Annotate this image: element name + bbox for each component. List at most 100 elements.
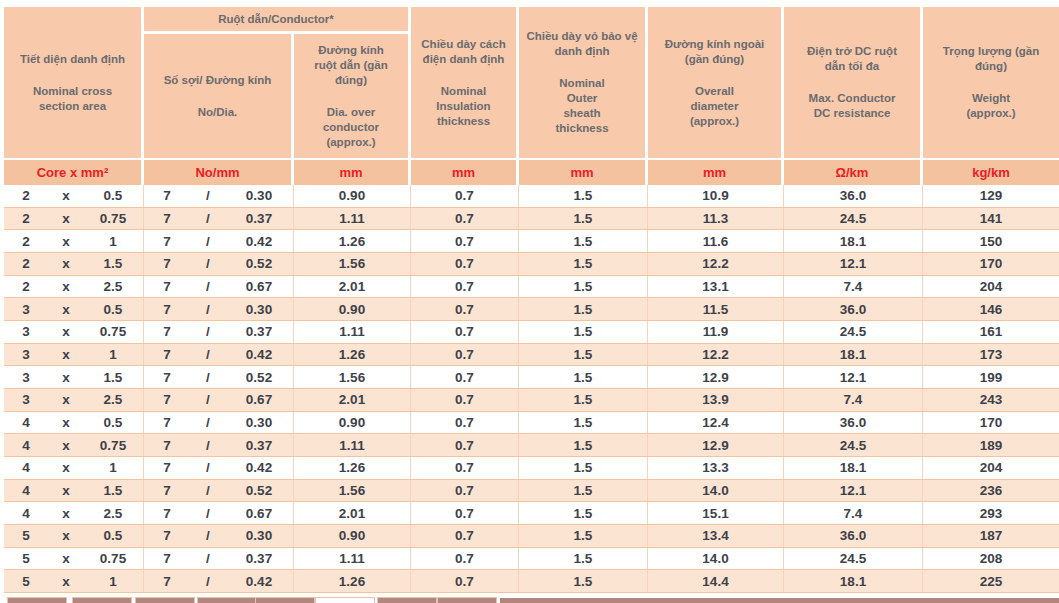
cell: 2.01 bbox=[294, 502, 411, 524]
cell-part: 2.5 bbox=[84, 506, 142, 521]
cell-part: 0.5 bbox=[84, 302, 142, 317]
cell-part: 4 bbox=[4, 483, 48, 498]
cell-part: 5 bbox=[4, 551, 48, 566]
cell: 4x0.75 bbox=[4, 434, 144, 456]
header-insulation-thickness: Chiều dày cách điện danh định Nominal In… bbox=[411, 7, 516, 158]
cell-part: 0.75 bbox=[84, 324, 142, 339]
cell-part: 7 bbox=[144, 460, 190, 475]
cell: 7.4 bbox=[784, 276, 923, 298]
cell: 1.56 bbox=[294, 480, 411, 502]
cell-part: 0.37 bbox=[226, 551, 292, 566]
cell-part: 0.37 bbox=[226, 211, 292, 226]
cell-part: 3 bbox=[4, 392, 48, 407]
cutoff-cell bbox=[7, 597, 67, 603]
cell: 12.1 bbox=[784, 480, 923, 502]
cell: 5x0.5 bbox=[4, 525, 144, 547]
cell-part: 2 bbox=[4, 234, 48, 249]
cell-part: 0.75 bbox=[84, 551, 142, 566]
cutoff-cell bbox=[197, 597, 257, 603]
cell-part: x bbox=[48, 460, 84, 475]
header-en-label: No/Dia. bbox=[198, 105, 238, 120]
cell: 1.5 bbox=[519, 502, 648, 524]
cell: 3x0.5 bbox=[4, 298, 144, 320]
cell-part: 7 bbox=[144, 574, 190, 589]
table-row: 3x2.57/0.672.010.71.513.97.4243 bbox=[4, 389, 1059, 412]
cell: 4x2.5 bbox=[4, 502, 144, 524]
cell-part: / bbox=[190, 438, 226, 453]
header-en-label: Max. Conductor DC resistance bbox=[805, 91, 899, 121]
cell: 2x1 bbox=[4, 230, 144, 252]
cell-part: 0.30 bbox=[226, 528, 292, 543]
cell-part: 1.5 bbox=[84, 370, 142, 385]
cell: 208 bbox=[923, 548, 1059, 570]
cell-part: 5 bbox=[4, 574, 48, 589]
unit-mm: mm bbox=[294, 160, 408, 185]
unit-mm: mm bbox=[519, 160, 645, 185]
cell: 1.5 bbox=[519, 276, 648, 298]
cell-part: / bbox=[190, 188, 226, 203]
table-row: 3x17/0.421.260.71.512.218.1173 bbox=[4, 344, 1059, 367]
cell: 7/0.30 bbox=[144, 412, 294, 434]
cell-part: 0.5 bbox=[84, 415, 142, 430]
table-row: 3x1.57/0.521.560.71.512.912.1199 bbox=[4, 366, 1059, 389]
cell: 7/0.42 bbox=[144, 570, 294, 592]
cutoff-cell bbox=[377, 597, 437, 603]
cell-part: / bbox=[190, 370, 226, 385]
cell-part: 7 bbox=[144, 415, 190, 430]
table-row: 4x2.57/0.672.010.71.515.17.4293 bbox=[4, 502, 1059, 525]
table-row: 5x17/0.421.260.71.514.418.1225 bbox=[4, 570, 1059, 593]
cell: 7/0.30 bbox=[144, 298, 294, 320]
cell-part: 0.42 bbox=[226, 460, 292, 475]
cell: 0.7 bbox=[411, 298, 519, 320]
cell-part: 1.5 bbox=[84, 483, 142, 498]
header-overall-diameter: Đường kính ngoài (gần đúng) Overall diam… bbox=[648, 7, 781, 158]
cell: 1.5 bbox=[519, 457, 648, 479]
header-vi-label: Trọng lượng (gần đúng) bbox=[933, 44, 1049, 74]
cell: 0.7 bbox=[411, 230, 519, 252]
header-vi-label: Tiết diện danh định bbox=[20, 52, 125, 67]
cell: 2.01 bbox=[294, 389, 411, 411]
cell: 0.7 bbox=[411, 548, 519, 570]
cable-spec-table-page: Tiết diện danh định Nominal cross sectio… bbox=[0, 0, 1059, 603]
cell: 0.7 bbox=[411, 434, 519, 456]
unit-ohm-km: Ω/km bbox=[784, 160, 920, 185]
units-row: Core x mm² No/mm mm mm mm mm Ω/km kg/km bbox=[4, 160, 1059, 185]
header-conductor-group: Ruột dẫn/Conductor* Số sợi/ Đường kính N… bbox=[144, 7, 408, 158]
cell: 24.5 bbox=[784, 321, 923, 343]
table-body: 2x0.57/0.300.900.71.510.936.01292x0.757/… bbox=[4, 185, 1059, 593]
cell: 14.4 bbox=[648, 570, 784, 592]
cell-part: x bbox=[48, 188, 84, 203]
cell: 243 bbox=[923, 389, 1059, 411]
cell-part: 3 bbox=[4, 302, 48, 317]
cell-part: 0.30 bbox=[226, 302, 292, 317]
cell-part: 4 bbox=[4, 438, 48, 453]
cell: 7/0.52 bbox=[144, 253, 294, 275]
cell: 1.26 bbox=[294, 230, 411, 252]
cell: 12.1 bbox=[784, 366, 923, 388]
cell: 1.11 bbox=[294, 548, 411, 570]
cell: 24.5 bbox=[784, 434, 923, 456]
cell: 1.5 bbox=[519, 548, 648, 570]
cell: 4x1.5 bbox=[4, 480, 144, 502]
cell: 3x2.5 bbox=[4, 389, 144, 411]
header-en-label: Nominal Outer sheath thickness bbox=[547, 76, 617, 136]
cell-part: 2 bbox=[4, 188, 48, 203]
cell-part: 0.42 bbox=[226, 574, 292, 589]
cell: 3x1.5 bbox=[4, 366, 144, 388]
cell: 0.90 bbox=[294, 525, 411, 547]
cell-part: / bbox=[190, 234, 226, 249]
header-dia-over-conductor: Đường kính ruột dẫn (gần đúng) Dia. over… bbox=[294, 34, 408, 158]
cell-part: x bbox=[48, 256, 84, 271]
cell: 1.5 bbox=[519, 321, 648, 343]
cell: 2x2.5 bbox=[4, 276, 144, 298]
cell-part: 5 bbox=[4, 528, 48, 543]
cell: 7/0.52 bbox=[144, 480, 294, 502]
cutoff-cell-highlighted bbox=[315, 597, 375, 603]
cell-part: / bbox=[190, 460, 226, 475]
cell: 7/0.52 bbox=[144, 366, 294, 388]
cell: 11.6 bbox=[648, 230, 784, 252]
cell: 13.9 bbox=[648, 389, 784, 411]
cell: 170 bbox=[923, 412, 1059, 434]
cell: 0.7 bbox=[411, 253, 519, 275]
cutoff-cell bbox=[255, 597, 315, 603]
